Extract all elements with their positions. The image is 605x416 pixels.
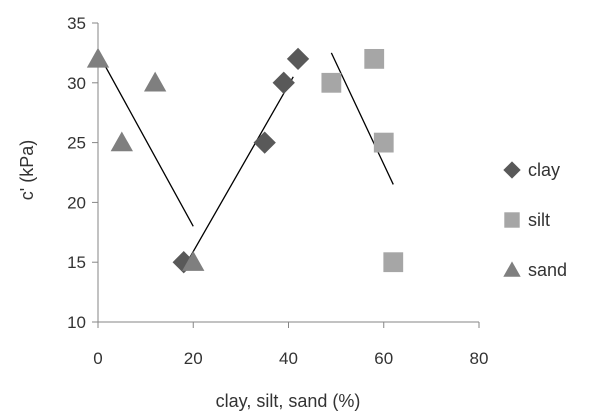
legend-silt-marker [504,212,520,228]
x-tick-label: 0 [93,349,102,368]
sand-point [110,131,133,152]
legend: clay silt sand [503,160,567,280]
sand-point [182,251,205,271]
trendline [183,76,294,269]
silt-point [321,72,342,93]
x-tick-label: 40 [279,349,298,368]
y-tick-label: 15 [67,253,86,272]
silt-point [373,132,394,153]
trendline [97,52,194,227]
clay-point [253,131,276,154]
legend-sand-label: sand [528,260,567,280]
sand-point [143,71,167,92]
legend-clay-label: clay [528,160,560,180]
silt-point [383,252,404,273]
trendline [330,52,394,185]
clay-point [286,47,310,71]
y-axis-title: c' (kPa) [17,140,37,200]
legend-sand-marker [503,261,521,277]
x-axis-title: clay, silt, sand (%) [216,391,361,411]
silt-point [364,48,385,69]
y-tick-label: 10 [67,313,86,332]
y-tick-label: 20 [67,193,86,212]
y-tick-label: 30 [67,74,86,93]
clay-point [272,71,295,94]
y-tick-label: 25 [67,134,86,153]
trendlines [97,52,394,269]
data-points [86,47,404,274]
legend-clay-marker [503,161,521,179]
sand-point [86,47,110,68]
x-tick-label: 20 [184,349,203,368]
x-tick-label: 80 [470,349,489,368]
legend-silt-label: silt [528,210,550,230]
y-tick-label: 35 [67,14,86,33]
axes: 10 15 20 25 30 35 0 20 40 60 80 [67,14,488,368]
x-tick-label: 60 [374,349,393,368]
